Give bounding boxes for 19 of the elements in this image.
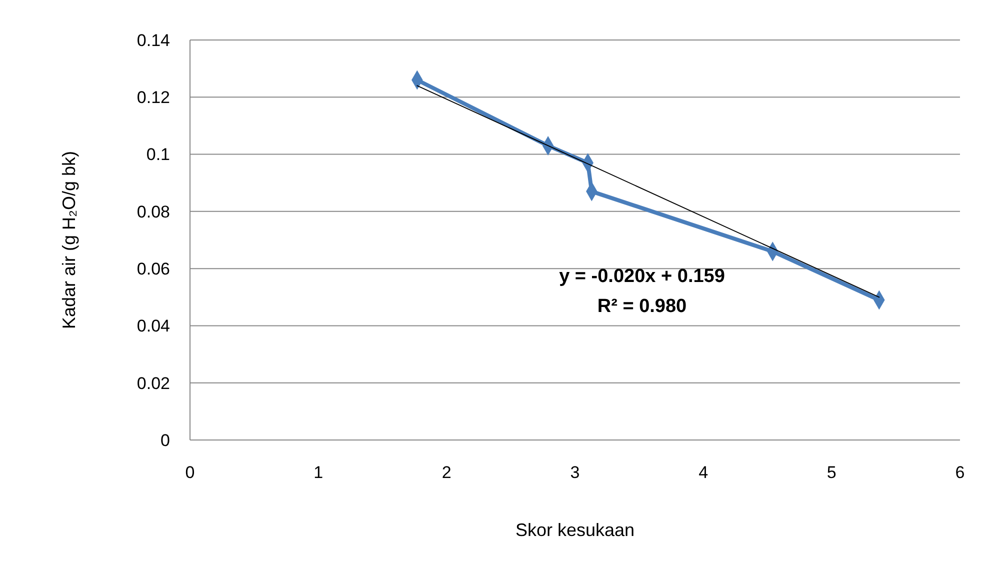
x-tick-label: 3 — [570, 463, 580, 482]
annotation: y = -0.020x + 0.159 — [559, 266, 725, 287]
y-tick-label: 0.12 — [136, 88, 170, 108]
y-tick-label: 0.02 — [136, 374, 170, 393]
y-tick-label: 0.06 — [136, 260, 170, 279]
y-tick-label: 0 — [160, 430, 170, 450]
annotation: R² = 0.980 — [597, 296, 687, 317]
y-tick-label: 0.1 — [146, 145, 170, 164]
x-tick-label: 0 — [185, 463, 195, 482]
y-tick-label: 0.04 — [136, 316, 170, 336]
y-axis-title: Kadar air (g H₂O/g bk) — [59, 150, 79, 330]
y-tick-label: 0.14 — [136, 30, 170, 50]
x-tick-label: 1 — [314, 463, 324, 482]
x-tick-label: 2 — [442, 463, 452, 482]
x-axis-title: Skor kesukaan — [515, 520, 635, 540]
x-tick-label: 4 — [698, 463, 708, 482]
x-tick-label: 6 — [955, 463, 965, 482]
y-tick-label: 0.08 — [136, 202, 170, 222]
x-tick-label: 5 — [826, 463, 836, 482]
